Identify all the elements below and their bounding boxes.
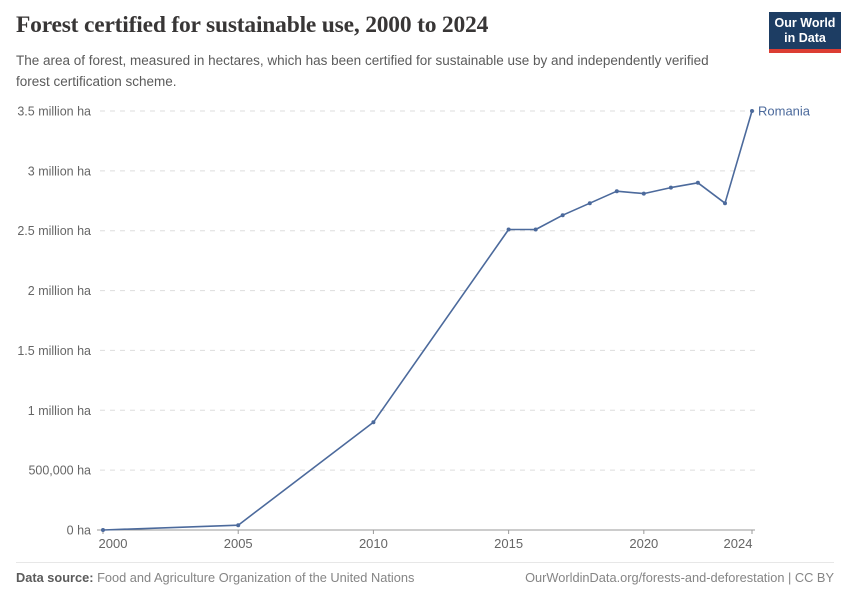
footer-attribution: OurWorldinData.org/forests-and-deforesta…	[525, 570, 834, 585]
data-point	[101, 528, 105, 532]
data-point	[236, 523, 241, 528]
series-line-romania	[102, 110, 753, 531]
y-tick-label: 0 ha	[67, 524, 91, 538]
x-tick-label: 2024	[724, 536, 753, 551]
page-footer: Data source: Food and Agriculture Organi…	[16, 570, 834, 585]
series-label-romania[interactable]: Romania	[758, 104, 811, 119]
data-point	[668, 185, 673, 190]
y-tick-label: 1 million ha	[28, 404, 91, 418]
x-tick-label: 2010	[359, 536, 388, 551]
data-point	[587, 201, 592, 206]
chart-subtitle: The area of forest, measured in hectares…	[16, 53, 709, 89]
line-chart: 0 ha 500,000 ha 1 million ha 1.5 million ha…	[17, 104, 811, 552]
x-tick-label: 2000	[99, 536, 128, 551]
data-source-text: Food and Agriculture Organization of the…	[93, 570, 415, 585]
y-tick-label: 3 million ha	[28, 164, 91, 178]
data-source-label: Data source:	[16, 570, 94, 585]
x-tick-label: 2005	[224, 536, 253, 551]
data-point	[560, 213, 565, 218]
chart-title: Forest certified for sustainable use, 20…	[16, 12, 489, 38]
data-point	[641, 191, 646, 196]
y-tick-label: 2 million ha	[28, 284, 91, 298]
data-source: Data source: Food and Agriculture Organi…	[16, 570, 414, 585]
x-tick-label: 2020	[629, 536, 658, 551]
data-point	[723, 201, 727, 206]
data-point	[533, 227, 538, 232]
y-tick-label: 500,000 ha	[28, 464, 91, 478]
footer-link[interactable]: OurWorldinData.org/forests-and-deforesta…	[525, 570, 785, 585]
data-point	[614, 189, 619, 194]
y-tick-label: 1.5 million ha	[17, 344, 91, 358]
owid-logo-line1: Our World	[774, 16, 836, 30]
y-tick-label: 2.5 million ha	[17, 224, 91, 238]
footer-separator: |	[784, 570, 795, 585]
data-point	[695, 180, 700, 185]
footer-divider	[16, 562, 834, 563]
x-tick-label: 2015	[494, 536, 523, 551]
footer-license[interactable]: CC BY	[794, 570, 834, 585]
data-point	[506, 227, 511, 232]
data-point	[371, 420, 376, 425]
data-point	[750, 109, 754, 113]
owid-logo[interactable]: Our World in Data	[769, 12, 841, 53]
y-tick-label: 3.5 million ha	[17, 105, 91, 119]
owid-logo-line2: in Data	[784, 31, 826, 45]
